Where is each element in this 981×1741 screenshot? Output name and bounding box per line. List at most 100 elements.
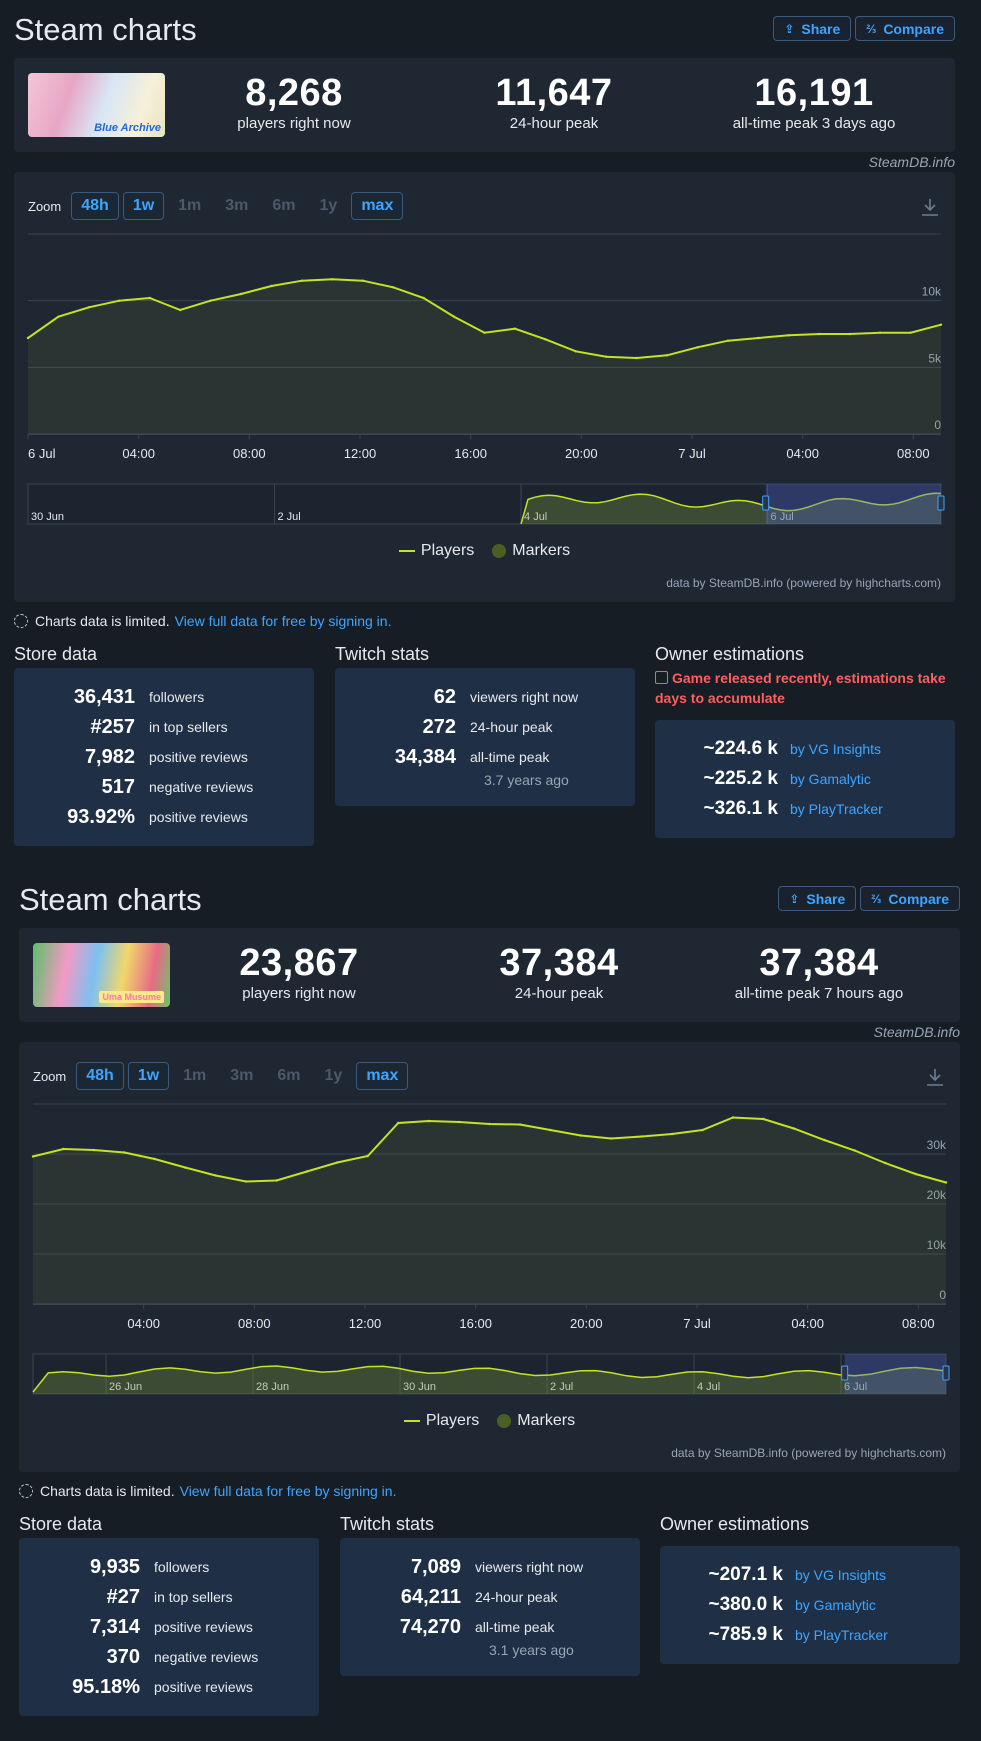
steamdb-credit[interactable]: SteamDB.info — [873, 1024, 960, 1040]
players-point[interactable] — [696, 346, 699, 349]
players-point[interactable] — [944, 1181, 948, 1184]
players-point[interactable] — [635, 356, 638, 360]
players-point[interactable] — [275, 1179, 278, 1182]
owner-source-link[interactable]: by PlayTracker — [790, 801, 883, 817]
players-point[interactable] — [513, 327, 517, 330]
players-point[interactable] — [640, 1135, 643, 1138]
players-point[interactable] — [909, 331, 912, 334]
players-point[interactable] — [483, 331, 486, 334]
players-point[interactable] — [701, 1128, 704, 1132]
players-point[interactable] — [670, 1132, 674, 1136]
zoom-max-button[interactable]: max — [351, 192, 404, 220]
players-point[interactable] — [300, 279, 304, 282]
zoom-1y-button[interactable]: 1y — [324, 1067, 343, 1084]
compare-button[interactable]: ⅔ Compare — [860, 886, 960, 911]
powered-by[interactable]: data by SteamDB.info (powered by highcha… — [671, 1446, 946, 1460]
owner-source-link[interactable]: by PlayTracker — [795, 1627, 888, 1643]
zoom-6m-button[interactable]: 6m — [272, 197, 296, 214]
navigator-handle[interactable] — [937, 495, 945, 511]
navigator-selection[interactable] — [765, 484, 941, 524]
players-point[interactable] — [549, 1128, 552, 1132]
players-point[interactable] — [239, 292, 243, 296]
owner-source-link[interactable]: by Gamalytic — [795, 1597, 876, 1613]
zoom-1w-button[interactable]: 1w — [122, 192, 165, 220]
players-point[interactable] — [818, 332, 821, 336]
players-point[interactable] — [787, 334, 791, 337]
players-point[interactable] — [153, 1157, 156, 1161]
players-point[interactable] — [26, 336, 30, 340]
players-point[interactable] — [123, 1151, 126, 1154]
players-point[interactable] — [148, 296, 151, 300]
players-point[interactable] — [361, 279, 364, 282]
players-point[interactable] — [488, 1122, 491, 1126]
players-point[interactable] — [757, 336, 760, 340]
players-point[interactable] — [422, 296, 425, 300]
players-point[interactable] — [62, 1147, 65, 1151]
zoom-48h-button[interactable]: 48h — [76, 1062, 124, 1090]
players-point[interactable] — [178, 308, 182, 312]
players-point[interactable] — [579, 1134, 582, 1137]
players-point[interactable] — [731, 1116, 735, 1119]
players-point[interactable] — [427, 1119, 430, 1123]
players-point[interactable] — [331, 278, 334, 281]
powered-by[interactable]: data by SteamDB.info (powered by highcha… — [666, 576, 941, 590]
zoom-1y-button[interactable]: 1y — [319, 197, 338, 214]
download-icon[interactable] — [919, 196, 941, 218]
zoom-1w-button[interactable]: 1w — [127, 1062, 170, 1090]
owner-source-link[interactable]: by Gamalytic — [790, 771, 871, 787]
navigator[interactable] — [32, 1353, 947, 1395]
game-thumbnail[interactable]: Blue Archive — [28, 73, 165, 137]
players-point[interactable] — [853, 1149, 856, 1152]
players-point[interactable] — [914, 1172, 917, 1176]
players-point[interactable] — [457, 1120, 461, 1124]
players-point[interactable] — [665, 354, 669, 357]
players-point[interactable] — [848, 332, 851, 336]
zoom-3m-button[interactable]: 3m — [225, 197, 249, 214]
players-point[interactable] — [209, 299, 212, 302]
players-point[interactable] — [823, 1138, 826, 1142]
zoom-1m-button[interactable]: 1m — [178, 197, 202, 214]
players-point[interactable] — [762, 1117, 765, 1121]
navigator-handle[interactable] — [841, 1365, 849, 1381]
players-point[interactable] — [883, 1161, 887, 1165]
sign-in-link[interactable]: View full data for free by signing in. — [179, 1483, 397, 1499]
players-point[interactable] — [31, 1155, 35, 1158]
players-point[interactable] — [792, 1127, 796, 1130]
zoom-6m-button[interactable]: 6m — [277, 1067, 301, 1084]
players-point[interactable] — [118, 299, 121, 302]
owner-source-link[interactable]: by VG Insights — [790, 741, 882, 757]
players-point[interactable] — [270, 284, 273, 288]
share-button[interactable]: ⇪ Share — [778, 886, 857, 911]
owner-source-link[interactable]: by VG Insights — [795, 1567, 887, 1583]
navigator-handle[interactable] — [762, 495, 770, 511]
legend-players[interactable]: Players — [398, 542, 474, 560]
compare-button[interactable]: ⅔ Compare — [855, 16, 955, 41]
players-point[interactable] — [605, 355, 608, 358]
players-point[interactable] — [92, 1148, 96, 1152]
players-point[interactable] — [57, 315, 60, 318]
players-point[interactable] — [244, 1180, 248, 1183]
navigator-selection[interactable] — [844, 1354, 946, 1394]
legend-players[interactable]: Players — [403, 1412, 479, 1430]
players-point[interactable] — [87, 306, 91, 309]
zoom-1m-button[interactable]: 1m — [183, 1067, 207, 1084]
navigator-handle[interactable] — [942, 1365, 950, 1381]
players-point[interactable] — [183, 1166, 187, 1169]
players-point[interactable] — [878, 331, 882, 334]
players-point[interactable] — [452, 315, 456, 318]
legend-markers[interactable]: Markers — [497, 1412, 575, 1430]
players-point[interactable] — [392, 286, 395, 289]
players-point[interactable] — [544, 338, 547, 341]
zoom-3m-button[interactable]: 3m — [230, 1067, 254, 1084]
players-point[interactable] — [366, 1154, 369, 1158]
sign-in-link[interactable]: View full data for free by signing in. — [174, 613, 392, 629]
players-point[interactable] — [726, 339, 730, 342]
download-icon[interactable] — [924, 1066, 946, 1088]
players-point[interactable] — [214, 1174, 217, 1177]
share-button[interactable]: ⇪ Share — [773, 16, 852, 41]
players-point[interactable] — [336, 1161, 339, 1164]
game-thumbnail[interactable]: Uma Musume — [33, 943, 170, 1007]
players-point[interactable] — [574, 350, 577, 353]
players-point[interactable] — [610, 1137, 613, 1140]
players-point[interactable] — [397, 1121, 400, 1125]
